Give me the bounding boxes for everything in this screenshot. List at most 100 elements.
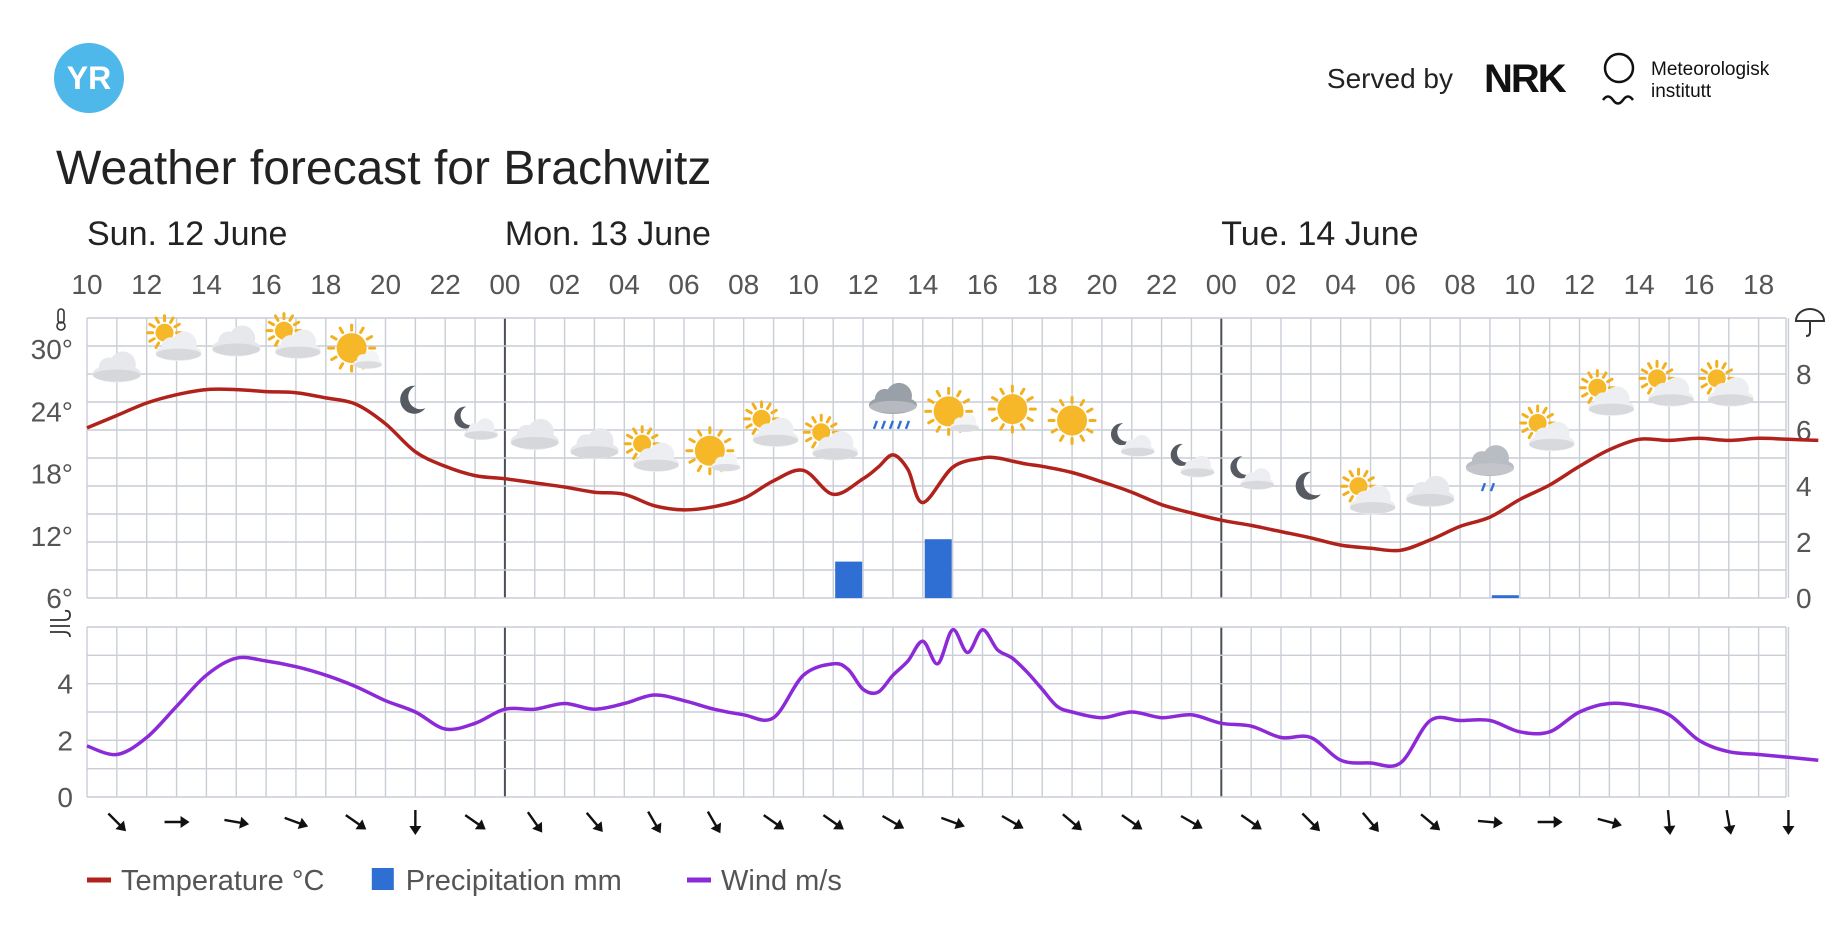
sun-disc bbox=[997, 394, 1028, 425]
sun-disc bbox=[633, 434, 652, 453]
wind-panel-grid bbox=[86, 626, 1790, 798]
sun-ray bbox=[723, 437, 732, 444]
sun-ray bbox=[1363, 469, 1369, 478]
wind-direction-arrow bbox=[464, 814, 486, 830]
cloud-shape bbox=[711, 453, 741, 472]
cloud-shadow bbox=[868, 400, 917, 413]
raindrop bbox=[880, 420, 887, 430]
precipitation-tick-label: 0 bbox=[1796, 583, 1812, 614]
hour-tick-label: 06 bbox=[1385, 269, 1416, 300]
cloud-shape bbox=[633, 442, 679, 472]
arrow-head bbox=[1191, 818, 1203, 830]
wind-direction-arrow bbox=[822, 814, 844, 830]
cloud-shape bbox=[1465, 445, 1514, 477]
nrk-logo[interactable]: NRK bbox=[1484, 57, 1569, 101]
wind-direction-arrow bbox=[1301, 812, 1321, 832]
sun-ray bbox=[1348, 469, 1355, 478]
sun-ray bbox=[990, 396, 999, 402]
cloud-shadow bbox=[510, 436, 559, 449]
partly-cloudy-night-icon bbox=[454, 406, 498, 441]
sun-ray bbox=[927, 418, 935, 425]
hour-tick-label: 12 bbox=[131, 269, 162, 300]
day-label: Sun. 12 June bbox=[87, 215, 287, 253]
wind-direction-arrow bbox=[526, 811, 543, 833]
sun-ray bbox=[1086, 407, 1094, 414]
precipitation-bars bbox=[835, 539, 1519, 598]
wind-tick-label: 2 bbox=[57, 725, 73, 756]
raindrop bbox=[872, 420, 879, 430]
sun-ray bbox=[1706, 387, 1713, 395]
hour-tick-label: 04 bbox=[609, 269, 640, 300]
sun-ray bbox=[1026, 396, 1034, 402]
cloud-shape bbox=[1648, 377, 1694, 407]
hour-tick-label: 02 bbox=[549, 269, 580, 300]
cloud-shape bbox=[1406, 475, 1455, 507]
hour-tick-label: 22 bbox=[430, 269, 461, 300]
cloud-shape bbox=[1120, 435, 1155, 457]
sun-ray bbox=[962, 398, 971, 404]
sun-ray bbox=[688, 458, 696, 464]
cloud-shadow bbox=[275, 346, 321, 358]
sun-ray bbox=[696, 429, 703, 437]
sun-ray bbox=[646, 427, 653, 435]
arrow-head bbox=[532, 821, 543, 833]
wind-tick-label: 4 bbox=[57, 669, 73, 700]
partly-cloudy-night-icon bbox=[1230, 456, 1274, 490]
sun-ray bbox=[1581, 377, 1589, 384]
sun-ray bbox=[1546, 412, 1554, 419]
legend-label: Precipitation mm bbox=[406, 865, 622, 897]
wind-direction-arrow bbox=[409, 810, 422, 835]
sun-disc bbox=[1707, 369, 1726, 388]
arrow-head bbox=[409, 826, 422, 835]
sun-ray bbox=[1026, 416, 1034, 423]
sun-ray bbox=[1587, 371, 1593, 379]
day-label: Mon. 13 June bbox=[505, 215, 711, 253]
wind-axis-ticks: 0 2 4 bbox=[57, 669, 73, 813]
sun-ray bbox=[1542, 406, 1548, 415]
precipitation-bar bbox=[1491, 595, 1519, 598]
sun-ray bbox=[1640, 382, 1649, 389]
hour-tick-label: 18 bbox=[1743, 269, 1774, 300]
temperature-axis-ticks: 6° 12° 18° 24° 30° bbox=[31, 334, 73, 614]
arrow-head bbox=[954, 817, 965, 830]
arrow-head bbox=[710, 822, 722, 834]
hour-tick-label: 10 bbox=[1504, 269, 1535, 300]
sun-disc bbox=[752, 409, 771, 428]
precipitation-bar bbox=[924, 539, 952, 598]
sun-ray bbox=[267, 320, 276, 327]
temperature-tick-label: 30° bbox=[31, 334, 73, 365]
cloud-shadow bbox=[353, 361, 383, 369]
sun-ray bbox=[1661, 362, 1668, 370]
sun-ray bbox=[148, 322, 156, 329]
arrow-head bbox=[1782, 826, 1795, 835]
partly-cloudy-day-icon bbox=[146, 314, 202, 361]
partly-cloudy-night-icon bbox=[1110, 423, 1155, 457]
partly-cloudy-day-icon bbox=[1578, 369, 1635, 416]
met-institute-logo[interactable]: Meteorologisk institutt bbox=[1601, 52, 1770, 105]
hour-tick-label: 22 bbox=[1146, 269, 1177, 300]
cloud-shadow bbox=[711, 463, 741, 472]
day-label: Tue. 14 June bbox=[1221, 215, 1418, 253]
wind-direction-arrow bbox=[1597, 817, 1622, 829]
cloudy-icon bbox=[212, 325, 261, 357]
wind-direction-arrow bbox=[1062, 813, 1083, 831]
wind-direction-arrow bbox=[107, 812, 127, 832]
yr-logo[interactable]: YR bbox=[54, 43, 124, 113]
sun-ray bbox=[267, 335, 276, 341]
partly-cloudy-day-icon bbox=[1698, 359, 1754, 407]
precipitation-tick-label: 8 bbox=[1796, 359, 1812, 390]
sun-ray bbox=[338, 326, 345, 334]
cloud-shape bbox=[510, 418, 559, 450]
cloud-shape bbox=[1349, 485, 1396, 515]
sun-ray bbox=[1050, 428, 1058, 434]
hour-tick-label: 14 bbox=[1624, 269, 1655, 300]
sun-ray bbox=[811, 441, 817, 449]
weather-symbols bbox=[92, 312, 1754, 515]
hour-tick-label: 16 bbox=[1683, 269, 1714, 300]
cloud-shadow bbox=[950, 424, 980, 432]
sun-ray bbox=[935, 389, 942, 398]
precipitation-tick-label: 4 bbox=[1796, 471, 1812, 502]
arrow-head bbox=[1309, 820, 1321, 832]
moon-shape bbox=[1110, 423, 1131, 446]
sun-ray bbox=[154, 341, 161, 349]
